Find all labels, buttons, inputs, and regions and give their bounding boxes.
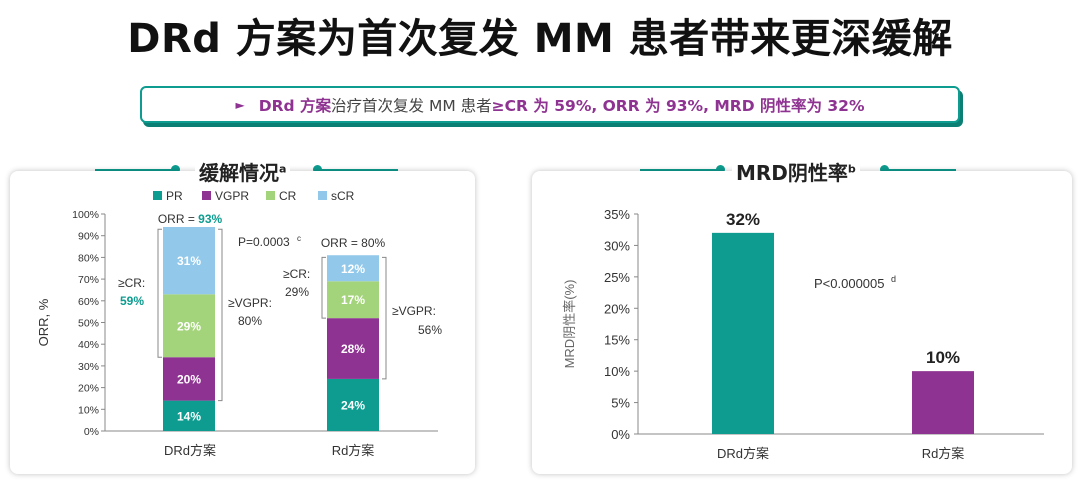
summary-banner: ► DRd 方案 治疗首次复发 MM 患者 ≥CR 为 59%, ORR 为 9… bbox=[140, 86, 960, 123]
cr-drd-label: ≥CR: bbox=[118, 276, 145, 290]
right-title-line-left bbox=[640, 169, 720, 171]
banner-text: 治疗首次复发 MM 患者 bbox=[331, 96, 492, 115]
left-title-dot-left bbox=[171, 165, 180, 174]
y-tick-label: 10% bbox=[604, 364, 630, 379]
y-tick-label: 30% bbox=[78, 361, 99, 373]
p-value-label: P<0.000005 bbox=[814, 276, 884, 291]
bar-segment-pr bbox=[327, 378, 379, 431]
y-tick-label: 100% bbox=[72, 209, 99, 221]
bar-rd bbox=[912, 371, 974, 434]
orr-drd-label: ORR = 93% bbox=[158, 212, 223, 226]
y-tick-label: 70% bbox=[78, 274, 99, 286]
right-title-line-right bbox=[886, 169, 956, 171]
y-tick-label: 15% bbox=[604, 333, 630, 348]
p-value-sup: c bbox=[297, 234, 301, 243]
y-tick-label: 0% bbox=[611, 427, 630, 442]
p-value-label: P=0.0003 bbox=[238, 235, 290, 249]
y-tick-label: 80% bbox=[78, 252, 99, 264]
bar-segment-cr bbox=[327, 281, 379, 319]
cr-bracket-drd bbox=[157, 228, 162, 358]
x-category-label: DRd方案 bbox=[164, 443, 216, 458]
bar-data-label: 24% bbox=[341, 398, 365, 412]
legend-label-vgpr: VGPR bbox=[215, 189, 249, 203]
stacked-response-chart: PR VGPR CR sCR 0% 10% 20% 30% 40% 50% 60% 70% 80% 90%… bbox=[36, 189, 442, 458]
y-tick-label: 90% bbox=[78, 231, 99, 243]
y-axis-label: ORR, % bbox=[36, 298, 51, 346]
left-title-line-left bbox=[95, 169, 175, 171]
legend-label-pr: PR bbox=[166, 189, 183, 203]
vgpr-rd-label: ≥VGPR: bbox=[392, 304, 436, 318]
response-chart-title: 缓解情况a bbox=[195, 157, 291, 186]
left-title-line-right bbox=[318, 169, 398, 171]
cr-rd-label: ≥CR: bbox=[283, 267, 310, 281]
mrd-panel: MRD阴性率b 0% 5% 10% 15% 20% 25% 30% 35% MRD阴性率(%) 3… bbox=[532, 157, 1072, 474]
legend-swatch-scr bbox=[318, 191, 327, 200]
cr-rd-value: 29% bbox=[285, 285, 309, 299]
legend-label-scr: sCR bbox=[331, 189, 355, 203]
bullet-triangle-icon: ► bbox=[235, 97, 245, 112]
bar-data-label: 20% bbox=[177, 372, 201, 386]
bar-data-label: 12% bbox=[341, 262, 365, 276]
p-value-sup: d bbox=[891, 274, 896, 284]
left-title-dot-right bbox=[313, 165, 322, 174]
right-title-dot-left bbox=[716, 165, 725, 174]
legend-label-cr: CR bbox=[279, 189, 297, 203]
y-tick-label: 20% bbox=[604, 301, 630, 316]
bar-segment-cr bbox=[163, 294, 215, 358]
mrd-chart-title: MRD阴性率b bbox=[732, 157, 860, 186]
y-tick-label: 25% bbox=[604, 270, 630, 285]
y-tick-label: 20% bbox=[78, 383, 99, 395]
bar-data-label: 17% bbox=[341, 293, 365, 307]
legend-swatch-vgpr bbox=[202, 191, 211, 200]
y-tick-label: 5% bbox=[611, 396, 630, 411]
mrd-bar-chart: 0% 5% 10% 15% 20% 25% 30% 35% MRD阴性率(%) 32% DRd方案 1… bbox=[562, 207, 1044, 461]
banner-regimen: DRd 方案 bbox=[258, 96, 332, 115]
x-category-label: Rd方案 bbox=[922, 446, 965, 461]
legend-swatch-cr bbox=[266, 191, 275, 200]
bar-segment-pr bbox=[163, 400, 215, 431]
x-category-label: Rd方案 bbox=[332, 443, 375, 458]
page-title: DRd 方案为首次复发 MM 患者带来更深缓解 bbox=[127, 16, 953, 62]
bar-data-label: 32% bbox=[726, 210, 760, 229]
y-tick-label: 30% bbox=[604, 238, 630, 253]
vgpr-bracket-rd bbox=[382, 256, 387, 380]
legend-swatch-pr bbox=[153, 191, 162, 200]
bar-segment-scr bbox=[327, 255, 379, 282]
cr-drd-value: 59% bbox=[120, 294, 144, 308]
y-axis-label: MRD阴性率(%) bbox=[562, 280, 577, 369]
bar-segment-vgpr bbox=[327, 318, 379, 379]
bar-data-label: 29% bbox=[177, 319, 201, 333]
bar-data-label: 28% bbox=[341, 342, 365, 356]
vgpr-bracket-drd bbox=[218, 228, 223, 402]
y-tick-label: 35% bbox=[604, 207, 630, 222]
y-tick-label: 0% bbox=[84, 426, 99, 438]
bar-segment-vgpr bbox=[163, 357, 215, 401]
bar-data-label: 10% bbox=[926, 348, 960, 367]
y-tick-label: 50% bbox=[78, 318, 99, 330]
orr-rd-label: ORR = 80% bbox=[321, 236, 386, 250]
x-category-label: DRd方案 bbox=[717, 446, 769, 461]
vgpr-rd-value: 56% bbox=[418, 323, 442, 337]
banner-results: ≥CR 为 59%, ORR 为 93%, MRD 阴性率为 32% bbox=[491, 96, 865, 115]
bar-segment-scr bbox=[163, 227, 215, 295]
y-tick-label: 60% bbox=[78, 296, 99, 308]
vgpr-drd-value: 80% bbox=[238, 314, 262, 328]
bar-data-label: 31% bbox=[177, 254, 201, 268]
y-tick-label: 40% bbox=[78, 339, 99, 351]
bar-drd bbox=[712, 232, 774, 434]
vgpr-drd-label: ≥VGPR: bbox=[228, 296, 272, 310]
right-title-dot-right bbox=[880, 165, 889, 174]
cr-bracket-rd bbox=[321, 256, 326, 319]
y-tick-label: 10% bbox=[78, 404, 99, 416]
bar-data-label: 14% bbox=[177, 409, 201, 423]
response-panel: 缓解情况a PR VGPR CR sCR 0% 10% 20% 30% 40% 50% 60% 70%… bbox=[10, 157, 475, 474]
